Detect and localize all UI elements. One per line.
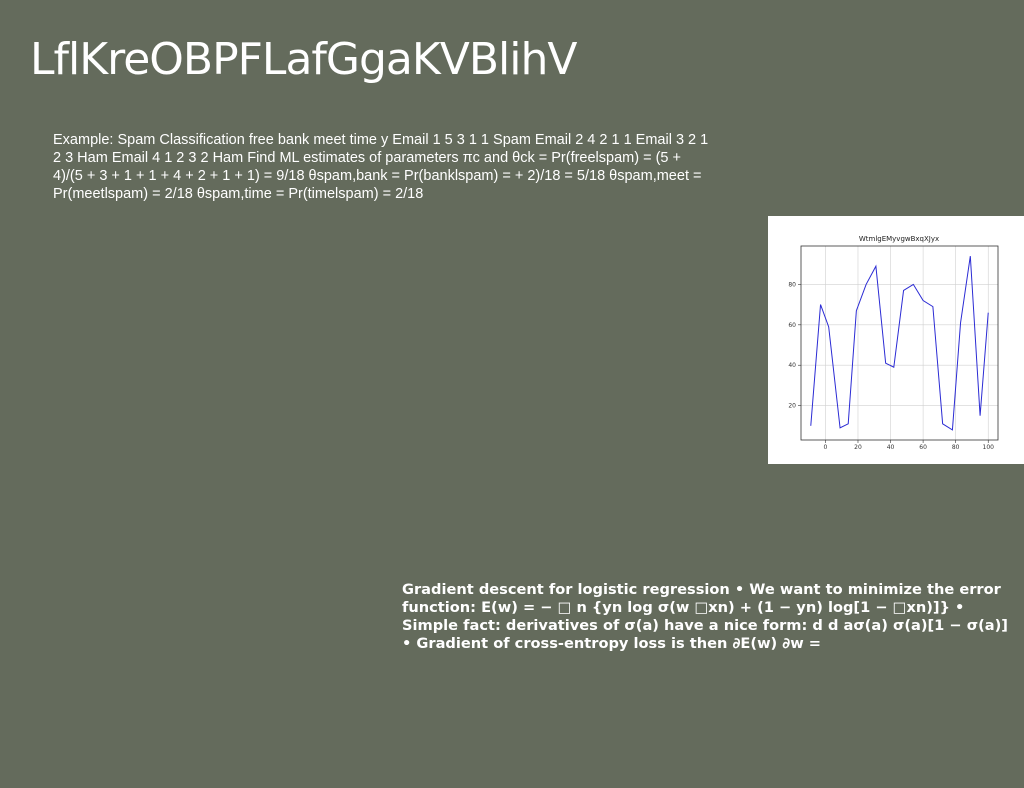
y-tick-label: 40 <box>788 362 796 369</box>
y-tick-label: 20 <box>788 403 796 410</box>
chart-title: WtmlgEMyvgwBxqXJyx <box>859 235 939 243</box>
series-line <box>810 256 989 431</box>
spam-example-text: Example: Spam Classification free bank m… <box>53 132 709 202</box>
x-tick-label: 60 <box>919 444 927 451</box>
line-chart: WtmlgEMyvgwBxqXJyx 0 20 40 60 80 100 20 40 60 80 <box>768 216 1024 464</box>
x-tick-label: 20 <box>854 444 862 451</box>
x-tick-label: 40 <box>887 444 895 451</box>
chart-ticks: 0 20 40 60 80 100 20 40 60 80 <box>788 281 994 451</box>
y-tick-label: 80 <box>788 281 796 288</box>
gradient-descent-text: Gradient descent for logistic regression… <box>402 581 1008 652</box>
slide-title: LflKreOBPFLafGgaKVBlihV <box>30 34 577 85</box>
x-tick-label: 80 <box>952 444 960 451</box>
plot-frame <box>800 245 999 441</box>
y-tick-label: 60 <box>788 322 796 329</box>
line-chart-svg: WtmlgEMyvgwBxqXJyx 0 20 40 60 80 100 20 40 60 80 <box>788 235 999 451</box>
x-tick-label: 0 <box>824 444 828 451</box>
x-tick-label: 100 <box>983 444 995 451</box>
